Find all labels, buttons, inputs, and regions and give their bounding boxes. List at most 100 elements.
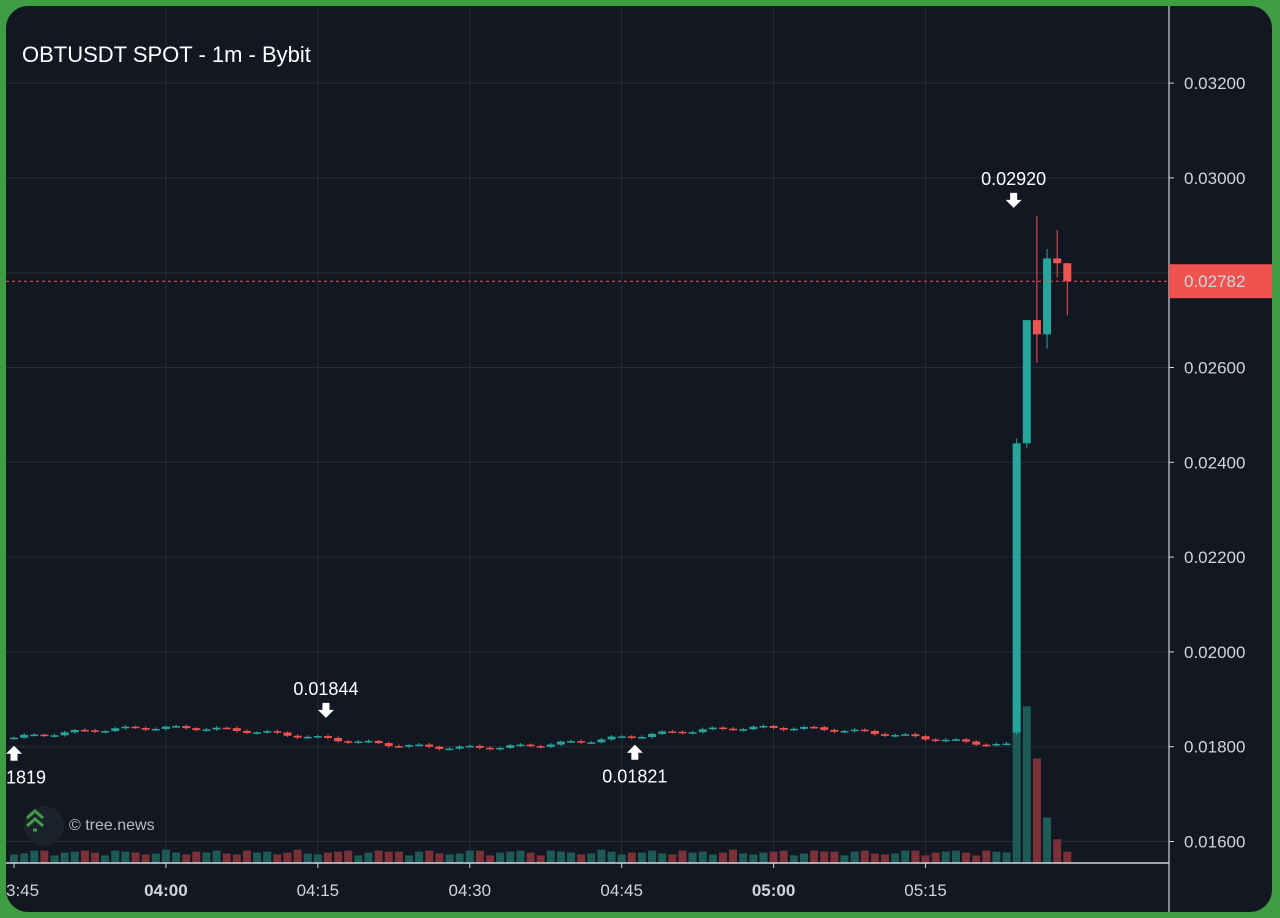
candle	[536, 744, 545, 749]
candle	[648, 732, 657, 739]
annotation-label: 1819	[6, 768, 46, 788]
candle-body	[597, 739, 606, 743]
watermark-text: © tree.news	[69, 817, 155, 834]
annotation-label: 0.01844	[293, 679, 358, 699]
volume-bar	[850, 851, 859, 863]
candle	[232, 726, 241, 733]
candle-body	[627, 736, 636, 738]
candle	[354, 740, 363, 744]
candle-body	[951, 739, 960, 741]
candle-body	[799, 726, 808, 729]
volume-bar	[111, 850, 120, 863]
candle-body	[263, 731, 272, 733]
candle	[637, 735, 646, 739]
candle	[404, 743, 413, 749]
volume-bar	[202, 852, 211, 863]
candle-body	[881, 734, 890, 736]
candle	[121, 725, 130, 730]
candle-body	[820, 727, 829, 730]
volume-bar	[1053, 839, 1062, 863]
x-tick-label: 3:45	[6, 881, 39, 900]
volume-bar	[364, 852, 373, 863]
candle-body	[678, 731, 687, 734]
volume-bar	[921, 855, 930, 863]
volume-bar	[556, 851, 565, 863]
arrow-up-icon	[626, 744, 643, 760]
candle	[830, 728, 839, 734]
volume-bar	[232, 854, 241, 863]
candle-body	[658, 731, 667, 734]
candle	[20, 733, 29, 739]
candle-body	[273, 731, 282, 733]
candle	[982, 743, 991, 748]
candle	[739, 728, 748, 732]
candle-body	[384, 743, 393, 747]
volume-bar	[486, 855, 495, 863]
volume-bar	[941, 851, 950, 863]
candle-body	[425, 744, 434, 747]
candle-body	[60, 732, 69, 736]
volume-bar	[546, 850, 555, 863]
volume-bar	[131, 852, 140, 863]
candle-body	[435, 746, 444, 749]
volume-bar	[70, 851, 79, 863]
candle	[891, 733, 900, 738]
candle	[577, 739, 586, 744]
candle	[1063, 263, 1072, 316]
candle-body	[445, 748, 454, 751]
candle	[607, 734, 616, 742]
volume-bar	[445, 854, 454, 863]
candle-body	[192, 728, 201, 731]
candle	[951, 738, 960, 742]
candle-body	[921, 736, 930, 740]
volume-bar	[1022, 706, 1031, 863]
candle	[516, 742, 525, 747]
candle-body	[303, 736, 312, 739]
volume-bar	[1043, 817, 1052, 863]
volume-bar	[860, 850, 869, 863]
volume-bar	[394, 851, 403, 863]
candle-body	[50, 735, 59, 737]
candle-body	[293, 735, 302, 738]
tree-news-logo-icon	[24, 806, 64, 846]
price-chart[interactable]: 0.01844 0.01821 0.02920 1819 0.01600 0.01800…	[6, 6, 1272, 912]
candle-body	[111, 728, 120, 732]
candle-body	[1032, 320, 1041, 335]
volume-bar	[972, 855, 981, 863]
volume-bar	[931, 852, 940, 863]
candle	[870, 729, 879, 736]
volume-bar	[10, 854, 18, 863]
candle-body	[131, 726, 140, 729]
candle	[435, 745, 444, 751]
volume-bar	[718, 852, 727, 863]
candle	[678, 730, 687, 735]
arrow-down-icon	[1005, 192, 1022, 208]
candle	[80, 728, 89, 732]
candle	[364, 739, 373, 744]
candle	[526, 743, 535, 748]
grid	[6, 6, 1169, 863]
volume-bar	[648, 850, 657, 863]
volume-bar	[567, 852, 576, 863]
candle-body	[486, 747, 495, 750]
candle	[30, 733, 39, 737]
candle	[567, 739, 576, 744]
candle	[962, 738, 971, 744]
volume-bar	[263, 851, 272, 863]
candle	[587, 741, 596, 744]
chart-frame: 0.01844 0.01821 0.02920 1819 0.01600 0.01800…	[6, 6, 1272, 912]
x-tick-label: 04:45	[600, 881, 643, 900]
candle-body	[415, 744, 424, 747]
candle-body	[911, 734, 920, 737]
volume-bar	[820, 851, 829, 863]
volume-bars	[10, 701, 1072, 863]
candle	[931, 738, 940, 743]
candle	[789, 727, 798, 732]
candle-body	[577, 741, 586, 743]
y-tick-label: 0.02200	[1184, 548, 1245, 567]
candle-body	[1002, 743, 1011, 746]
candle-body	[161, 726, 170, 729]
candle	[425, 742, 434, 749]
candle	[972, 739, 981, 746]
volume-bar	[374, 850, 383, 863]
